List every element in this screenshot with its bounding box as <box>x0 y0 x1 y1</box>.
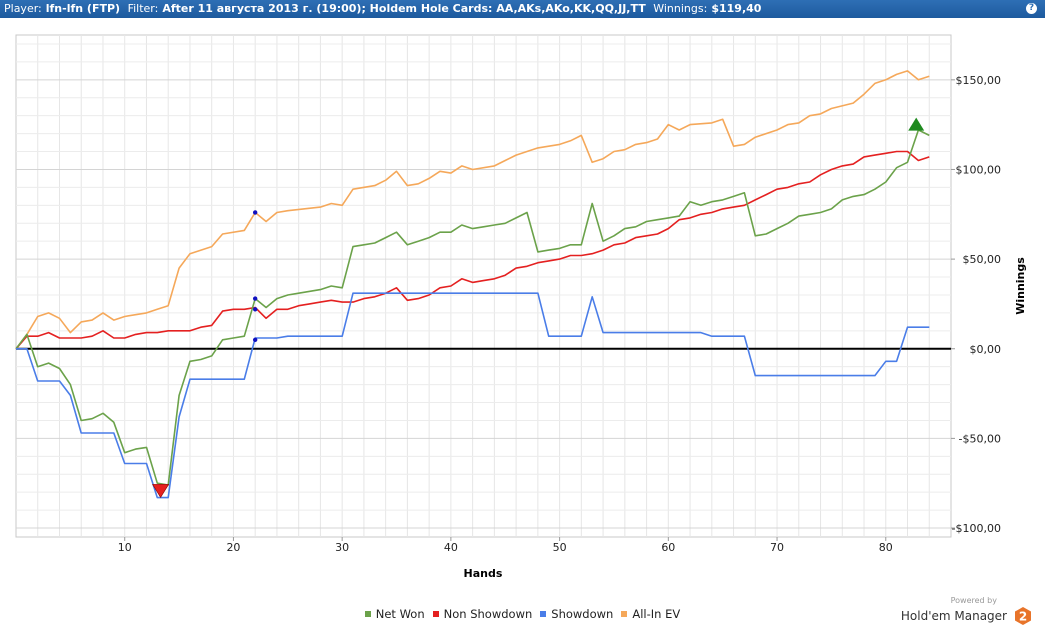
winnings-value: $119,40 <box>711 2 762 15</box>
legend-swatch <box>432 610 439 617</box>
y-tick-label: $50,00 <box>963 253 1002 266</box>
legend-swatch <box>621 610 628 617</box>
series-line-showdown <box>16 292 930 499</box>
legend-label: Net Won <box>375 607 425 621</box>
low-marker-icon <box>152 484 170 498</box>
legend-item: Showdown <box>540 607 613 621</box>
x-tick-label: 40 <box>444 541 458 554</box>
x-tick-label: 80 <box>879 541 893 554</box>
winnings-label: Winnings: <box>653 2 708 15</box>
legend-item: All-In EV <box>621 607 680 621</box>
series-line-non-showdown <box>15 150 930 350</box>
legend-item: Net Won <box>364 607 425 621</box>
filter-label: Filter: <box>127 2 159 15</box>
data-point-dot <box>252 307 258 312</box>
legend-label: Non Showdown <box>443 607 533 621</box>
data-point-dot <box>252 337 258 342</box>
x-axis-label: Hands <box>464 567 503 580</box>
x-tick-label: 50 <box>553 541 567 554</box>
y-tick-label: -$50,00 <box>959 432 1001 445</box>
y-tick-label: $150,00 <box>956 74 1002 87</box>
y-axis-label: Winnings <box>1014 257 1027 315</box>
chart-axes: 10 20 30 40 50 60 70 80 $150,00 $100,00 $50,00 $0,0… <box>16 74 1001 554</box>
powered-by-text: Powered by <box>950 596 997 605</box>
chart-grid <box>15 34 952 538</box>
legend-swatch <box>540 610 547 617</box>
svg-text:2: 2 <box>1019 609 1027 623</box>
y-tick-label: -$100,00 <box>952 522 1001 535</box>
filter-value: After 11 августа 2013 г. (19:00); Holdem… <box>162 2 646 15</box>
chart-markers <box>152 117 925 498</box>
x-tick-label: 60 <box>661 541 675 554</box>
brand-name: Hold'em Manager <box>900 608 1007 623</box>
legend-item: Non Showdown <box>432 607 533 621</box>
help-icon[interactable]: ? <box>1026 3 1037 14</box>
x-tick-label: 20 <box>226 541 240 554</box>
x-tick-label: 10 <box>118 541 132 554</box>
y-tick-label: $0,00 <box>970 343 1002 356</box>
plot-area <box>15 34 952 538</box>
hm2-logo-icon: 2 <box>1015 606 1031 625</box>
x-tick-label: 70 <box>770 541 784 554</box>
series-line-all-in-ev <box>15 70 930 350</box>
high-marker-icon <box>908 117 925 131</box>
chart-legend: Net Won Non Showdown Showdown All-In EV <box>0 607 1045 621</box>
data-point-dot <box>252 296 258 301</box>
title-bar: Player: lfn-lfn (FTP) Filter: After 11 авг… <box>0 0 1045 18</box>
player-value: lfn-lfn (FTP) <box>45 2 121 15</box>
data-point-dot <box>252 210 258 215</box>
x-tick-label: 30 <box>335 541 349 554</box>
legend-swatch <box>364 610 371 617</box>
brand-block: Powered by Hold'em Manager 2 <box>901 596 1033 626</box>
y-tick-label: $100,00 <box>956 163 1002 176</box>
legend-label: Showdown <box>551 607 614 621</box>
player-label: Player: <box>4 2 42 15</box>
legend-label: All-In EV <box>632 607 681 621</box>
